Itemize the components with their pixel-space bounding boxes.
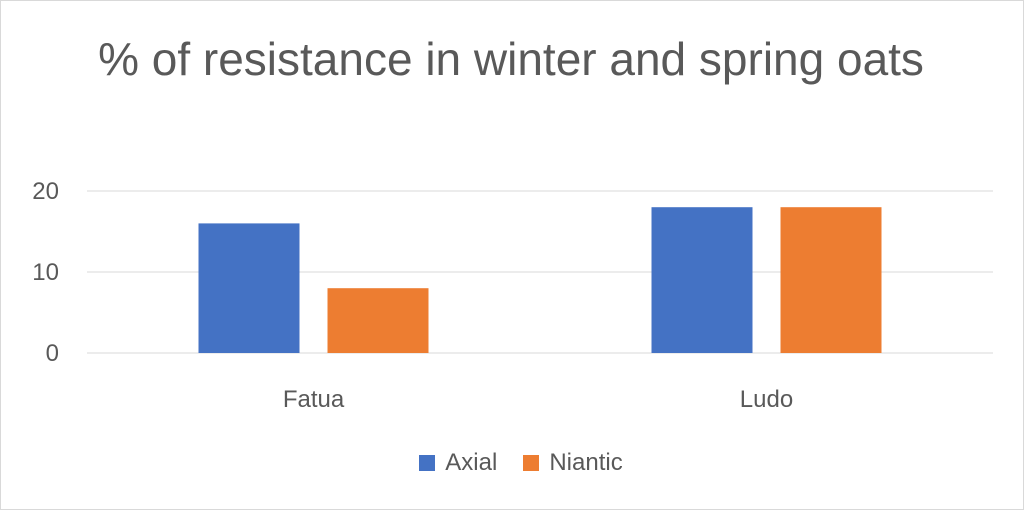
legend: Axial Niantic bbox=[1, 449, 1024, 481]
bar-axial-fatua bbox=[198, 223, 300, 353]
x-category-label: Ludo bbox=[740, 386, 793, 413]
legend-swatch bbox=[523, 455, 540, 471]
y-tick-label: 10 bbox=[32, 259, 59, 286]
bar-axial-ludo bbox=[651, 207, 753, 353]
legend-swatch bbox=[419, 455, 436, 471]
y-tick-label: 20 bbox=[32, 178, 59, 205]
axis-labels: 0 10 20 Fatua Ludo bbox=[32, 178, 793, 413]
legend-label: Niantic bbox=[549, 449, 623, 476]
bars bbox=[198, 207, 882, 353]
x-category-label: Fatua bbox=[283, 386, 345, 413]
legend-label: Axial bbox=[445, 449, 498, 476]
legend-item-niantic: Niantic bbox=[523, 449, 623, 477]
y-tick-label: 0 bbox=[46, 340, 59, 367]
chart-title: % of resistance in winter and spring oat… bbox=[98, 33, 924, 85]
bar-niantic-fatua bbox=[327, 288, 429, 353]
bar-niantic-ludo bbox=[780, 207, 882, 353]
legend-item-axial: Axial bbox=[419, 449, 497, 477]
